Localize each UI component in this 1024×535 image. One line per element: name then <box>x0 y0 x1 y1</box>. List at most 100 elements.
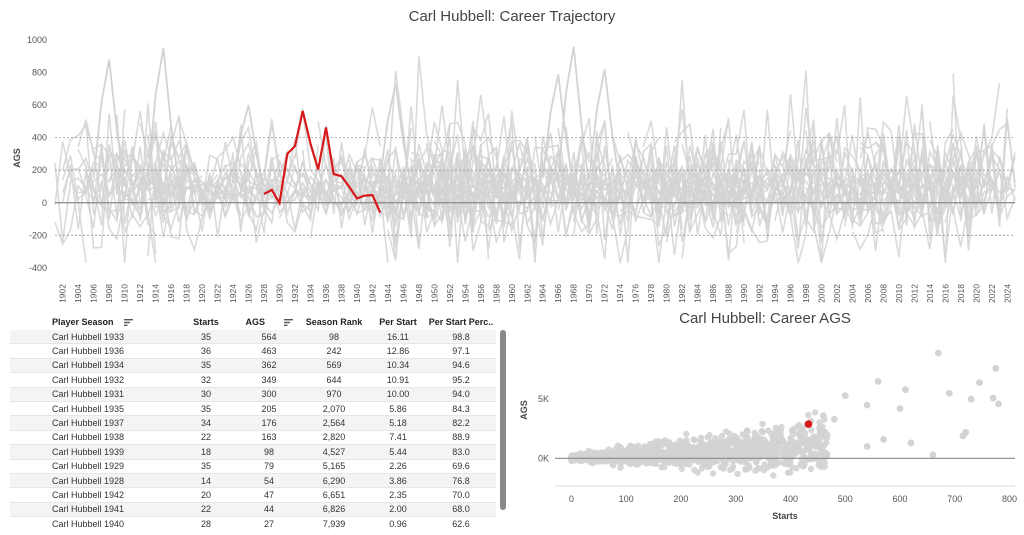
scatter-point <box>694 469 701 476</box>
x-tick-label: 300 <box>728 494 743 504</box>
table-row[interactable]: Carl Hubbell 1933 35 564 98 16.11 98.8 <box>10 330 496 345</box>
scatter-point <box>614 457 622 465</box>
table-cell: 5.44 <box>370 444 426 460</box>
table-cell: 95.2 <box>426 372 496 388</box>
table-cell: 10.91 <box>370 372 426 388</box>
col-header-season-rank[interactable]: Season Rank <box>305 317 363 327</box>
x-tick-label: 700 <box>947 494 962 504</box>
x-tick-label: 2004 <box>847 284 857 303</box>
scatter-point <box>696 443 704 451</box>
table-row[interactable]: Carl Hubbell 1929 35 79 5,165 2.26 69.6 <box>10 459 496 474</box>
table-cell: Carl Hubbell 1932 <box>10 372 172 388</box>
scatter-point <box>652 460 660 468</box>
x-tick-label: 1902 <box>58 284 68 303</box>
y-tick-label: -200 <box>29 230 47 240</box>
x-tick-label: 1946 <box>398 284 408 303</box>
table-row[interactable]: Carl Hubbell 1931 30 300 970 10.00 94.0 <box>10 387 496 402</box>
table-cell: 47 <box>240 487 298 503</box>
table-row[interactable]: Carl Hubbell 1934 35 362 569 10.34 94.6 <box>10 358 496 374</box>
table-cell: 98.8 <box>426 330 496 345</box>
scatter-point <box>699 459 707 467</box>
background-series-line <box>526 170 606 238</box>
x-tick-label: 1974 <box>615 284 625 303</box>
table-cell: 242 <box>298 343 370 359</box>
table-row[interactable]: Carl Hubbell 1932 32 349 644 10.91 95.2 <box>10 372 496 388</box>
x-tick-label: 1910 <box>120 284 130 303</box>
scatter-point <box>598 455 605 463</box>
scatter-point <box>782 444 789 451</box>
scatter-point <box>793 450 800 457</box>
x-tick-label: 1954 <box>460 284 470 303</box>
background-series-line <box>433 79 536 260</box>
table-cell: 36 <box>172 343 240 359</box>
x-tick-label: 500 <box>838 494 853 504</box>
table-row[interactable]: Carl Hubbell 1928 14 54 6,290 3.86 76.8 <box>10 473 496 489</box>
scatter-point <box>735 444 742 451</box>
background-series-line <box>913 104 1009 239</box>
table-cell: 22 <box>172 502 240 518</box>
table-row[interactable]: Carl Hubbell 1942 20 47 6,651 2.35 70.0 <box>10 487 496 503</box>
scatter-point <box>995 400 1002 408</box>
background-series-line <box>116 149 196 222</box>
table-cell: 14 <box>172 473 240 489</box>
table-row[interactable]: Carl Hubbell 1941 22 44 6,826 2.00 68.0 <box>10 502 496 518</box>
col-header-starts[interactable]: Starts <box>193 317 219 327</box>
table-row[interactable]: Carl Hubbell 1939 18 98 4,527 5.44 83.0 <box>10 444 496 460</box>
background-series-line <box>410 158 436 217</box>
table-row[interactable]: Carl Hubbell 1935 35 205 2,070 5.86 84.3 <box>10 401 496 417</box>
background-series-line <box>650 158 683 247</box>
table-cell: 5.18 <box>370 415 426 431</box>
y-tick-label: -400 <box>29 263 47 273</box>
scatter-point <box>808 426 815 434</box>
table-cell: 5.86 <box>370 401 426 417</box>
background-series-line <box>774 156 854 217</box>
table-row[interactable]: Carl Hubbell 1940 28 27 7,939 0.96 62.6 <box>10 516 496 530</box>
scatter-point <box>841 392 849 400</box>
col-header-per-start[interactable]: Per Start <box>379 317 417 327</box>
table-cell: 2,564 <box>298 415 370 431</box>
scatter-point <box>617 464 624 471</box>
x-tick-label: 2018 <box>956 284 966 303</box>
scatter-point <box>734 470 741 478</box>
x-tick-label: 1916 <box>166 284 176 303</box>
scatter-point <box>704 463 711 471</box>
background-series-line <box>147 47 180 187</box>
table-cell: 564 <box>240 330 298 345</box>
col-header-per-start-perc[interactable]: Per Start Perc.. <box>428 317 494 327</box>
scatter-point <box>616 449 623 456</box>
scatter-point <box>799 439 806 446</box>
y-tick-label: 1000 <box>27 35 47 45</box>
table-cell: 34 <box>172 415 240 431</box>
scatter-point <box>610 462 617 469</box>
background-series-line <box>720 109 815 264</box>
scatter-point <box>614 442 622 449</box>
table-row[interactable]: Carl Hubbell 1937 34 176 2,564 5.18 82.2 <box>10 415 496 431</box>
scatter-point <box>729 465 736 472</box>
background-series-line <box>411 94 498 227</box>
table-row[interactable]: Carl Hubbell 1936 36 463 242 12.86 97.1 <box>10 343 496 359</box>
scatter-point <box>817 428 824 436</box>
scatter-point <box>678 440 685 448</box>
table-scrollbar[interactable] <box>500 330 506 510</box>
table-cell: 6,826 <box>298 502 370 518</box>
x-tick-label: 600 <box>892 494 907 504</box>
table-cell: 54 <box>240 473 298 489</box>
sort-icon[interactable] <box>124 319 134 327</box>
x-tick-label: 1984 <box>693 284 703 303</box>
col-header-player-season[interactable]: Player Season <box>10 314 172 330</box>
table-row[interactable]: Carl Hubbell 1938 22 163 2,820 7.41 88.9 <box>10 430 496 446</box>
background-series-line <box>54 160 102 242</box>
table-cell: Carl Hubbell 1928 <box>10 473 172 489</box>
x-tick-label: 2024 <box>1002 284 1012 303</box>
scatter-chart: 0K 5K AGS 0 100 200 300 400 500 600 700 800 Starts <box>519 349 1017 521</box>
scatter-point <box>863 443 871 450</box>
scatter-point <box>945 389 953 397</box>
background-series-line <box>557 131 652 241</box>
scatter-point <box>811 409 819 416</box>
y-axis-label: AGS <box>12 148 22 168</box>
background-series-line <box>425 142 482 208</box>
sort-icon[interactable] <box>283 319 293 327</box>
scatter-point <box>793 465 800 472</box>
col-header-ags[interactable]: AGS <box>240 314 298 330</box>
scatter-point <box>809 435 816 443</box>
